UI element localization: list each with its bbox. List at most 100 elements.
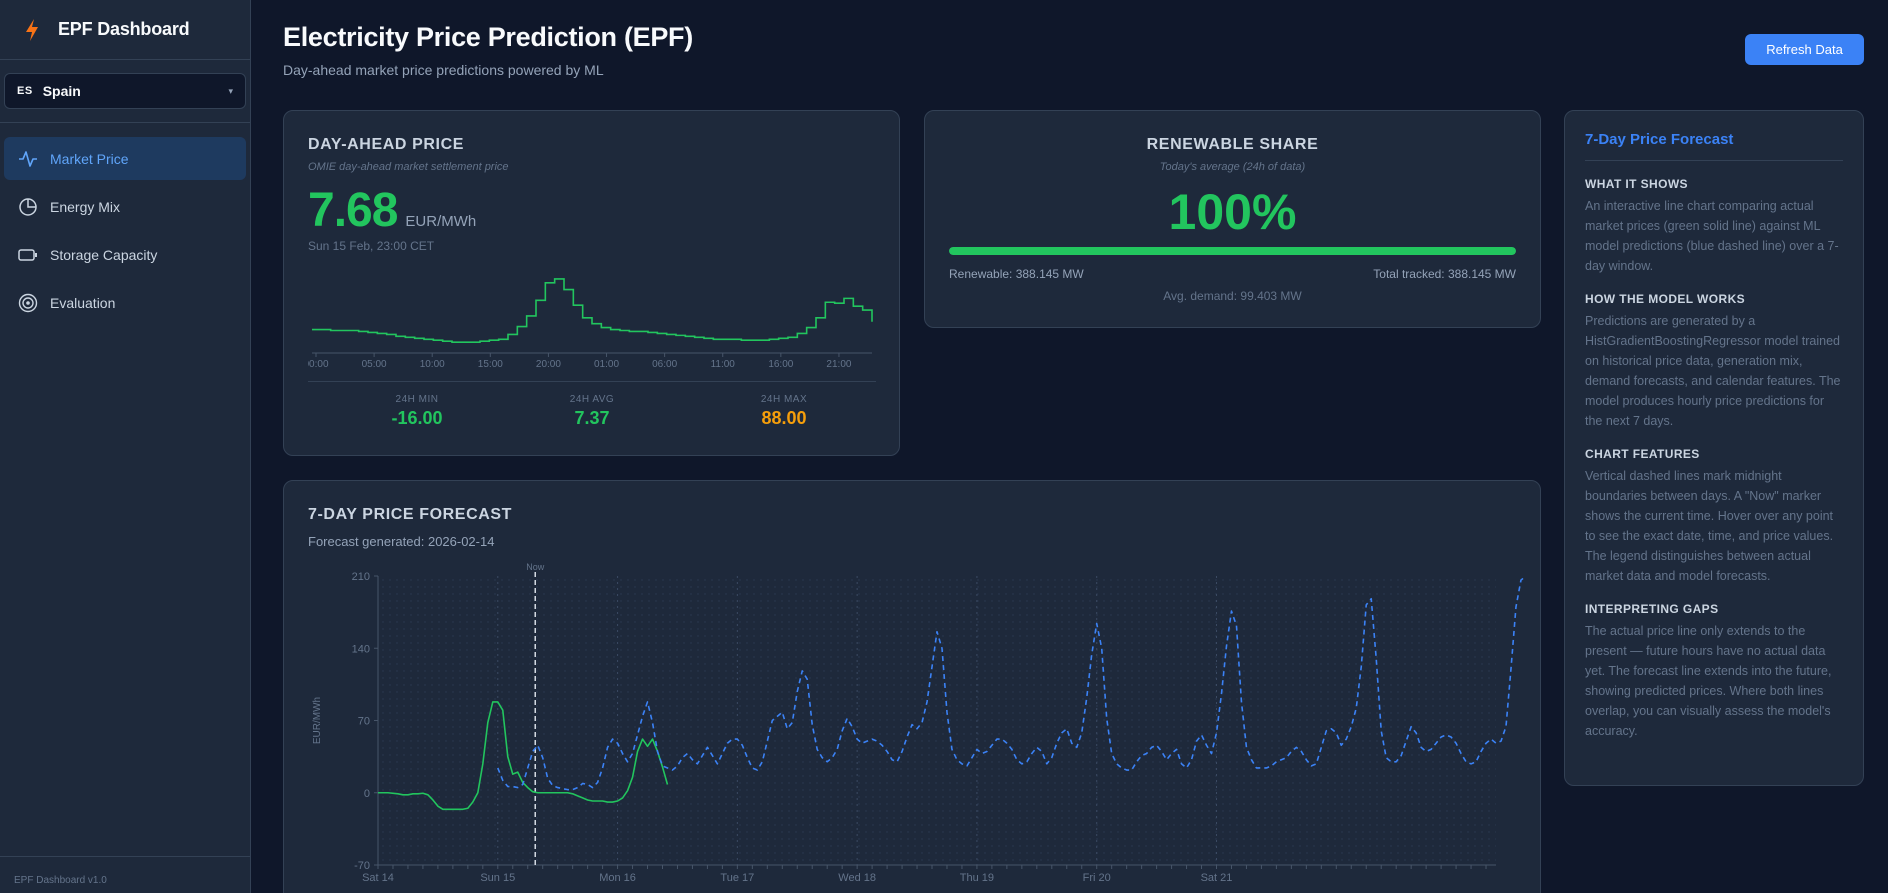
sidebar: EPF Dashboard ES Spain ▾ Market Price En… xyxy=(0,0,251,893)
stat-24h-max: 24H MAX 88.00 xyxy=(704,394,864,429)
renewable-progress-fill xyxy=(949,247,1516,255)
plot-area xyxy=(378,576,1496,865)
region-selector[interactable]: ES Spain ▾ xyxy=(4,73,246,109)
forecast-line-chart[interactable]: -70 0 70 140 210 EUR/MWh Sat 14 Sun 15 Mon 16 Tue… xyxy=(284,481,1542,893)
info-heading: INTERPRETING GAPS xyxy=(1585,602,1719,616)
y-tick-label: 0 xyxy=(364,788,370,800)
info-section: INTERPRETING GAPS The actual price line … xyxy=(1585,602,1843,741)
y-tick-label: -70 xyxy=(354,860,370,872)
info-text: Predictions are generated by a HistGradi… xyxy=(1585,314,1841,428)
info-section: WHAT IT SHOWS An interactive line chart … xyxy=(1585,177,1843,276)
x-tick-label: Sun 15 xyxy=(480,872,515,884)
now-label: Now xyxy=(526,562,545,572)
y-axis-label: EUR/MWh xyxy=(312,697,323,744)
x-tick-label: 21:00 xyxy=(826,359,851,370)
x-tick-label: Sat 21 xyxy=(1201,872,1233,884)
forecast-series-line xyxy=(497,575,1527,791)
x-tick-label: Wed 18 xyxy=(838,872,876,884)
activity-icon xyxy=(19,150,37,167)
info-heading: HOW THE MODEL WORKS xyxy=(1585,292,1746,306)
x-tick-label: 15:00 xyxy=(478,359,503,370)
region-code: ES xyxy=(17,85,33,97)
x-tick-label: 06:00 xyxy=(652,359,677,370)
card-title: RENEWABLE SHARE xyxy=(1146,136,1319,153)
stat-label: 24H AVG xyxy=(569,394,615,405)
card-title: DAY-AHEAD PRICE xyxy=(308,136,464,153)
actual-series-line xyxy=(378,701,669,811)
price-unit: EUR/MWh xyxy=(405,213,477,230)
renewable-progress-bar xyxy=(949,247,1516,255)
x-tick-label: 10:00 xyxy=(420,359,445,370)
stat-label: 24H MIN xyxy=(395,394,439,405)
sidebar-item-storage-capacity[interactable]: Storage Capacity xyxy=(4,233,246,276)
page-subtitle: Day-ahead market price predictions power… xyxy=(283,62,604,78)
current-price: 7.68 EUR/MWh xyxy=(308,183,476,238)
pie-chart-icon xyxy=(19,197,37,216)
info-text: An interactive line chart comparing actu… xyxy=(1585,199,1839,273)
stat-24h-avg: 24H AVG 7.37 xyxy=(512,394,672,429)
y-tick-label: 210 xyxy=(352,571,370,583)
stat-value: -16.00 xyxy=(391,408,443,428)
card-subtitle: Today's average (24h of data) xyxy=(1159,161,1306,173)
info-text: The actual price line only extends to th… xyxy=(1585,624,1832,738)
divider xyxy=(308,381,876,382)
chevron-down-icon: ▾ xyxy=(228,85,233,96)
target-icon xyxy=(18,293,38,312)
info-panel: 7-Day Price Forecast WHAT IT SHOWS An in… xyxy=(1564,110,1864,786)
card-subtitle: OMIE day-ahead market settlement price xyxy=(308,161,509,173)
price-sparkline-chart[interactable]: 00:00 05:00 10:00 15:00 20:00 01:00 06:00 11:00… xyxy=(308,261,876,371)
stat-value: 7.37 xyxy=(574,408,610,428)
refresh-data-button[interactable]: Refresh Data xyxy=(1745,34,1864,65)
x-tick-label: 16:00 xyxy=(768,359,793,370)
total-tracked-mw: Total tracked: 388.145 MW xyxy=(1373,267,1516,281)
region-selector-wrapper: ES Spain ▾ xyxy=(0,60,250,123)
x-tick-label: Mon 16 xyxy=(599,872,636,884)
sidebar-nav: Market Price Energy Mix Storage Capacity… xyxy=(0,123,250,324)
x-tick-label: 00:00 xyxy=(308,359,329,370)
day-ahead-price-card: DAY-AHEAD PRICE OMIE day-ahead market se… xyxy=(283,110,900,456)
x-tick-label: 01:00 xyxy=(594,359,619,370)
brand-title: EPF Dashboard xyxy=(58,19,190,39)
x-tick-label: Fri 20 xyxy=(1083,872,1111,884)
x-tick-label: 05:00 xyxy=(362,359,387,370)
sidebar-item-label: Storage Capacity xyxy=(50,246,158,263)
stat-value: 88.00 xyxy=(761,408,807,428)
stat-24h-min: 24H MIN -16.00 xyxy=(337,394,497,429)
info-section: HOW THE MODEL WORKS Predictions are gene… xyxy=(1585,292,1843,431)
stat-label: 24H MAX xyxy=(760,394,808,405)
sidebar-item-label: Evaluation xyxy=(50,294,116,311)
x-tick-label: Sat 14 xyxy=(362,872,394,884)
x-tick-label: Tue 17 xyxy=(720,872,754,884)
info-title: 7-Day Price Forecast xyxy=(1585,131,1843,161)
renewable-mw: Renewable: 388.145 MW xyxy=(949,267,1084,281)
sidebar-item-market-price[interactable]: Market Price xyxy=(4,137,246,180)
page-title: Electricity Price Prediction (EPF) xyxy=(283,22,693,52)
x-tick-label: 11:00 xyxy=(711,359,736,370)
info-heading: CHART FEATURES xyxy=(1585,447,1700,461)
renewable-percent: 100% xyxy=(1168,184,1297,240)
sidebar-item-evaluation[interactable]: Evaluation xyxy=(4,281,246,324)
forecast-generated-date: Forecast generated: 2026-02-14 xyxy=(308,534,495,549)
region-name: Spain xyxy=(42,83,81,99)
forecast-card: -70 0 70 140 210 EUR/MWh Sat 14 Sun 15 Mon 16 Tue… xyxy=(283,480,1541,893)
renewable-share-card: RENEWABLE SHARE Today's average (24h of … xyxy=(924,110,1541,328)
info-heading: WHAT IT SHOWS xyxy=(1585,177,1688,191)
brand[interactable]: EPF Dashboard xyxy=(0,0,250,60)
y-tick-label: 70 xyxy=(358,716,370,728)
sidebar-item-label: Energy Mix xyxy=(50,198,121,215)
battery-icon xyxy=(18,248,37,261)
y-tick-label: 140 xyxy=(352,643,370,655)
x-tick-label: Thu 19 xyxy=(960,872,994,884)
x-tick-label: 20:00 xyxy=(536,359,561,370)
price-value: 7.68 xyxy=(308,184,398,237)
card-title: 7-DAY PRICE FORECAST xyxy=(308,506,513,523)
lightning-icon xyxy=(26,18,38,41)
price-timestamp: Sun 15 Feb, 23:00 CET xyxy=(308,239,435,253)
price-line xyxy=(312,278,873,343)
info-text: Vertical dashed lines mark midnight boun… xyxy=(1585,469,1834,583)
sidebar-item-label: Market Price xyxy=(50,150,129,167)
avg-demand: Avg. demand: 99.403 MW xyxy=(1163,289,1302,303)
info-section: CHART FEATURES Vertical dashed lines mar… xyxy=(1585,447,1843,586)
sidebar-item-energy-mix[interactable]: Energy Mix xyxy=(4,185,246,228)
version-label: EPF Dashboard v1.0 xyxy=(0,856,250,893)
